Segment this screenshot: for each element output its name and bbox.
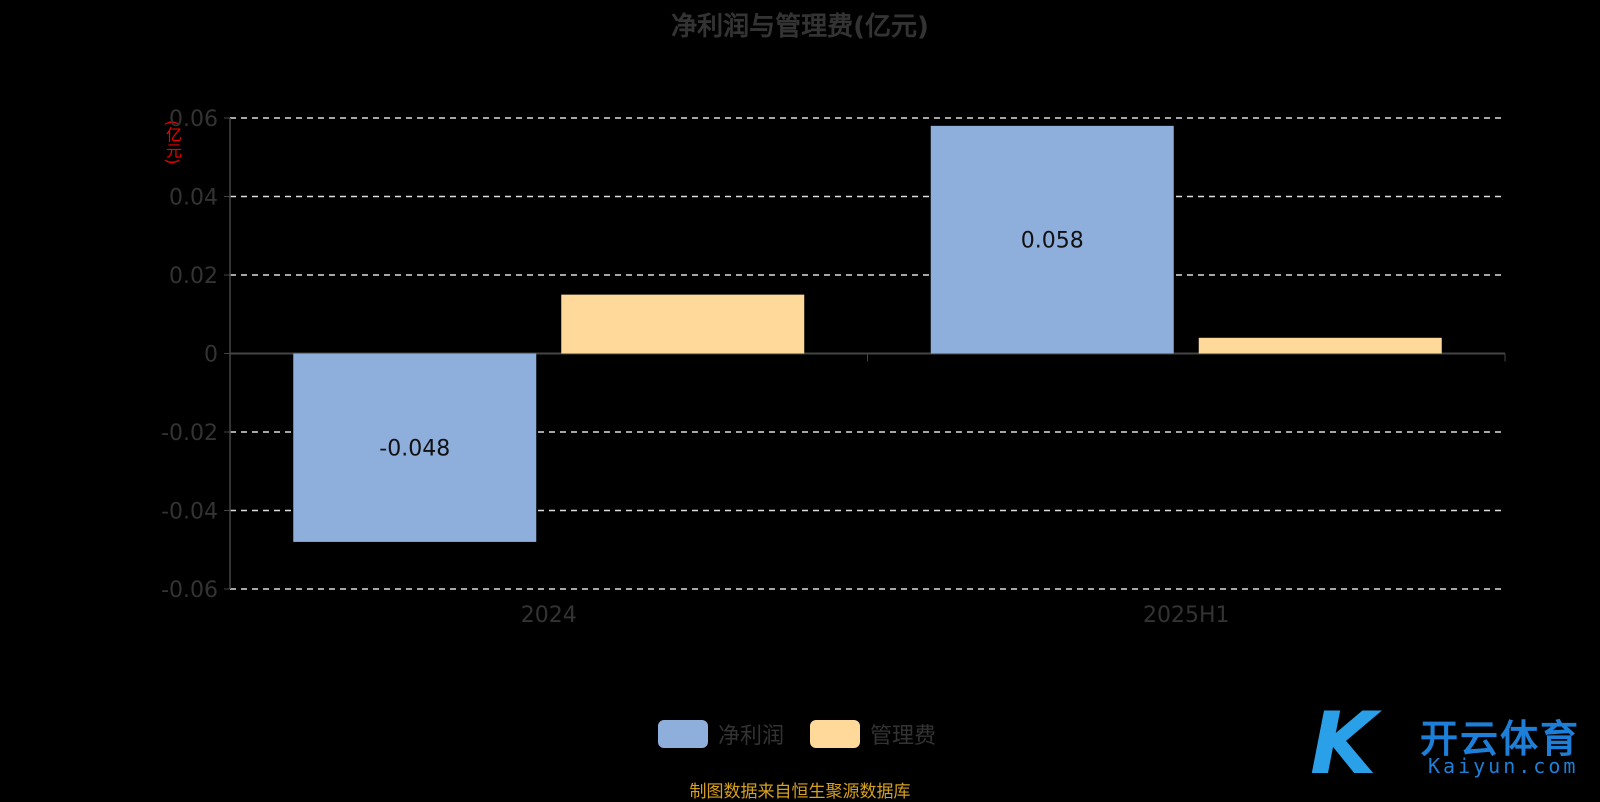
bar-net-profit <box>930 125 1174 354</box>
chart-title: 净利润与管理费(亿元) <box>671 12 929 42</box>
bar-net-profit <box>293 353 537 542</box>
logo-text: 开云体育 <box>1420 717 1581 761</box>
source-note: 制图数据来自恒生聚源数据库 <box>689 782 911 802</box>
y-tick-label: 0.02 <box>169 264 218 289</box>
y-tick-label: -0.02 <box>161 421 218 446</box>
y-axis-unit: (亿元) <box>163 120 182 165</box>
legend-swatch <box>658 720 708 748</box>
watermark-logo: K 开云体育 Kaiyun.com <box>1310 694 1600 794</box>
x-tick-label: 2024 <box>521 603 577 628</box>
y-tick-label: -0.06 <box>161 578 218 603</box>
legend-label: 管理费 <box>870 724 937 749</box>
bar-admin-fee <box>561 294 805 354</box>
legend-item-net-profit[interactable]: 净利润 <box>658 718 784 750</box>
data-label: -0.048 <box>379 437 450 462</box>
legend-swatch <box>810 720 860 748</box>
legend-item-admin-fee[interactable]: 管理费 <box>810 718 936 750</box>
y-tick-label: 0.06 <box>169 107 218 132</box>
x-tick-label: 2025H1 <box>1143 603 1230 628</box>
logo-mark-icon: K <box>1310 694 1377 794</box>
y-tick-label: -0.04 <box>161 500 218 525</box>
y-tick-label: 0 <box>204 343 218 368</box>
data-label: 0.058 <box>1021 229 1084 254</box>
y-tick-label: 0.04 <box>169 186 218 211</box>
legend-label: 净利润 <box>718 724 785 749</box>
bar-admin-fee <box>1198 337 1442 354</box>
logo-domain: Kaiyun.com <box>1428 754 1579 778</box>
